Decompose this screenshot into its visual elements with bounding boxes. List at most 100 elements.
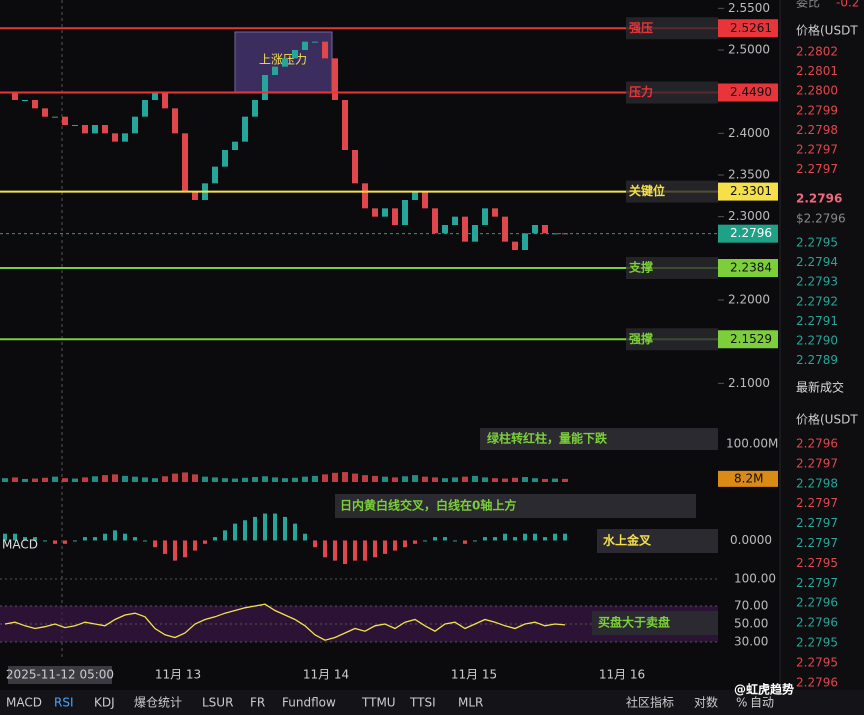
candle [382, 208, 388, 217]
tab[interactable]: KDJ [94, 696, 115, 710]
macd-bar [173, 540, 177, 561]
macd-bar [193, 540, 197, 551]
volume-bar [322, 474, 328, 482]
tab[interactable]: % [736, 696, 747, 710]
macd-bar [63, 540, 67, 544]
macd-bar [423, 540, 427, 542]
candle [112, 133, 118, 142]
rsi-line [4, 603, 566, 641]
tab[interactable]: TTMU [361, 696, 396, 710]
volume-bar [122, 475, 128, 482]
candle [212, 166, 218, 184]
tab[interactable]: TTSI [409, 696, 436, 710]
volume-bar [442, 478, 448, 482]
section-title: 最新成交 [796, 380, 844, 395]
candle [72, 125, 78, 126]
volume-tag-bg [718, 470, 778, 487]
sidebar-bg [780, 0, 864, 690]
macd-bar [513, 537, 517, 541]
candle [222, 150, 228, 167]
volume-bar [482, 477, 488, 482]
macd-bar [163, 540, 167, 554]
candle [262, 75, 268, 100]
tab[interactable]: MLR [458, 696, 483, 710]
macd-bar [293, 523, 297, 541]
tab[interactable]: FR [250, 696, 265, 710]
x-tick-label: 2025-11-12 05:00 [6, 668, 114, 682]
candle [462, 216, 468, 242]
volume-bar [72, 478, 78, 482]
volume-bar [152, 478, 158, 482]
y-tick-label: 0.0000 [730, 533, 772, 547]
level-value: 2.3301 [730, 184, 772, 198]
candle [352, 150, 358, 184]
last-price: 2.2796 [796, 192, 842, 206]
tab[interactable]: LSUR [202, 696, 233, 710]
macd-bar [313, 540, 317, 548]
annotation-bg [597, 529, 718, 553]
macd-bar [153, 540, 157, 548]
ask-price: 2.2801 [796, 64, 838, 78]
volume-bar [272, 477, 278, 482]
candle [162, 91, 168, 109]
macd-bar [333, 540, 337, 561]
level-tag-bg [626, 81, 718, 104]
trade-price: 2.2798 [796, 476, 838, 490]
y-tick-label: 2.5500 [728, 1, 770, 15]
level-value: 2.4490 [730, 85, 772, 99]
bid-price: 2.2794 [796, 255, 838, 269]
trade-price: 2.2797 [796, 576, 838, 590]
volume-bar [532, 478, 538, 482]
trade-price: 2.2797 [796, 496, 838, 510]
annotation: 绿柱转红柱，量能下跌 [487, 431, 608, 446]
volume-bar [212, 477, 218, 482]
macd-bar [473, 540, 477, 542]
macd-bar [393, 540, 397, 551]
tab[interactable]: 对数 [694, 695, 718, 710]
annotation: 日内黄白线交叉，白线在0轴上方 [340, 498, 516, 513]
candle [252, 100, 258, 117]
bid-price: 2.2792 [796, 294, 838, 308]
candle [522, 233, 528, 250]
tab[interactable]: RSI [54, 696, 74, 710]
macd-bar [353, 540, 357, 561]
volume-bar [432, 477, 438, 482]
level-tag-bg [626, 17, 718, 40]
tab-bar [0, 690, 864, 715]
annotation: 买盘大于卖盘 [598, 615, 670, 630]
trade-price: 2.2795 [796, 655, 838, 669]
macd-bar [143, 540, 147, 542]
macd-bar [283, 516, 287, 541]
label: 委比 [796, 0, 820, 10]
candle [192, 191, 198, 200]
tab[interactable]: MACD [6, 696, 42, 710]
level-value: 2.5261 [730, 21, 772, 35]
macd-bar [443, 537, 447, 541]
watermark: @虹虎趋势 [734, 682, 794, 697]
volume-bar [2, 478, 8, 482]
y-tick-label: 100.00 [734, 572, 776, 586]
annotation-bg [480, 428, 718, 450]
tab[interactable]: Fundflow [282, 696, 336, 710]
macd-bar [383, 540, 387, 554]
tab[interactable]: 爆仓统计 [134, 696, 182, 710]
level-value-bg [718, 83, 778, 102]
macd-bar [113, 530, 117, 541]
trade-price: 2.2797 [796, 456, 838, 470]
macd-bar [463, 540, 467, 544]
macd-bar [233, 523, 237, 541]
macd-bar [563, 533, 567, 541]
tab[interactable]: 社区指标 [626, 695, 674, 710]
volume-bar [112, 474, 118, 482]
candle [502, 216, 508, 242]
macd-bar [223, 530, 227, 541]
volume-bar [472, 475, 478, 482]
tab[interactable]: 自动 [750, 696, 774, 710]
y-tick-label: 2.1000 [728, 376, 770, 390]
y-tick-label: 70.00 [734, 599, 768, 613]
ask-price: 2.2798 [796, 123, 838, 137]
volume-bar [42, 477, 48, 482]
macd-bar [103, 533, 107, 541]
